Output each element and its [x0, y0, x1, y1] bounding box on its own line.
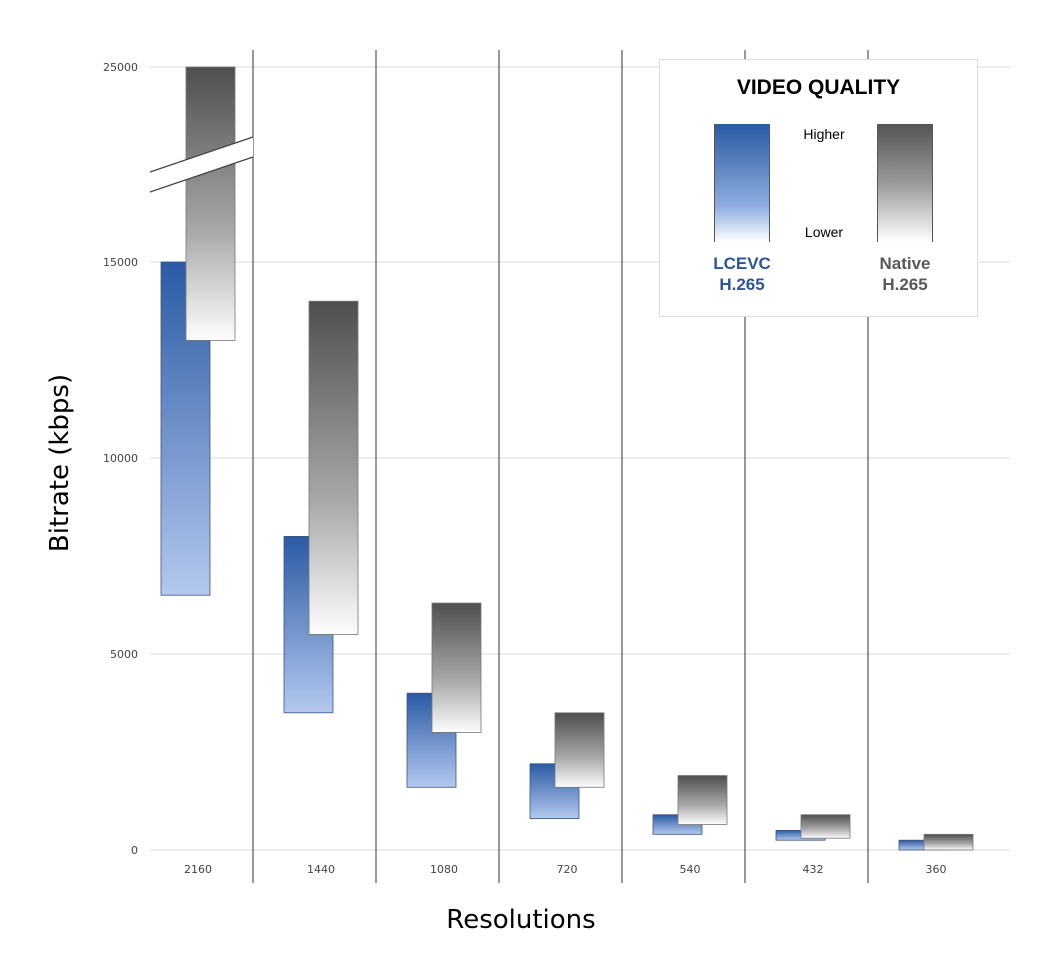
native-bar-432: [800, 814, 851, 839]
x-tick-label: 720: [557, 863, 578, 876]
x-tick-label: 1080: [430, 863, 458, 876]
y-tick-label: 25000: [103, 61, 138, 74]
y-tick-label: 10000: [103, 452, 138, 465]
legend-lcevc-line2: H.265: [719, 275, 765, 294]
y-tick-label: 0: [131, 844, 138, 857]
native-bar-540: [677, 775, 728, 825]
native-bar-1080: [431, 602, 482, 733]
legend-lower-label: Lower: [804, 224, 844, 240]
legend-title: VIDEO QUALITY: [736, 76, 901, 99]
native-bar-2160: [185, 66, 236, 341]
y-axis-title: Bitrate (kbps): [45, 374, 75, 552]
legend-native-line2: H.265: [882, 275, 928, 294]
x-tick-label: 360: [926, 863, 947, 876]
legend-native-line1: Native: [879, 254, 931, 273]
native-bar-1440: [308, 300, 359, 635]
x-tick-label: 1440: [307, 863, 335, 876]
x-tick-label: 2160: [184, 863, 212, 876]
native-bar-360: [923, 833, 974, 851]
axis-break-line: [149, 156, 254, 193]
x-tick-label: 540: [680, 863, 701, 876]
axis-break-band: [150, 137, 253, 192]
legend-higher-label: Higher: [803, 126, 845, 142]
legend-native-swatch: [877, 124, 933, 242]
legend-lcevc-swatch: [714, 124, 770, 242]
y-tick-label: 15000: [103, 256, 138, 269]
y-tick-label: 5000: [110, 648, 138, 661]
axis-break-line: [149, 136, 254, 173]
x-axis-title: Resolutions: [446, 905, 595, 935]
native-bar-720: [554, 712, 605, 788]
legend-lcevc-line1: LCEVC: [713, 254, 771, 273]
x-tick-label: 432: [803, 863, 824, 876]
legend: VIDEO QUALITY Higher Lower LCEVC H.265 N…: [659, 59, 978, 317]
legend-native-label: Native H.265: [860, 253, 950, 295]
legend-lcevc-label: LCEVC H.265: [697, 253, 787, 295]
